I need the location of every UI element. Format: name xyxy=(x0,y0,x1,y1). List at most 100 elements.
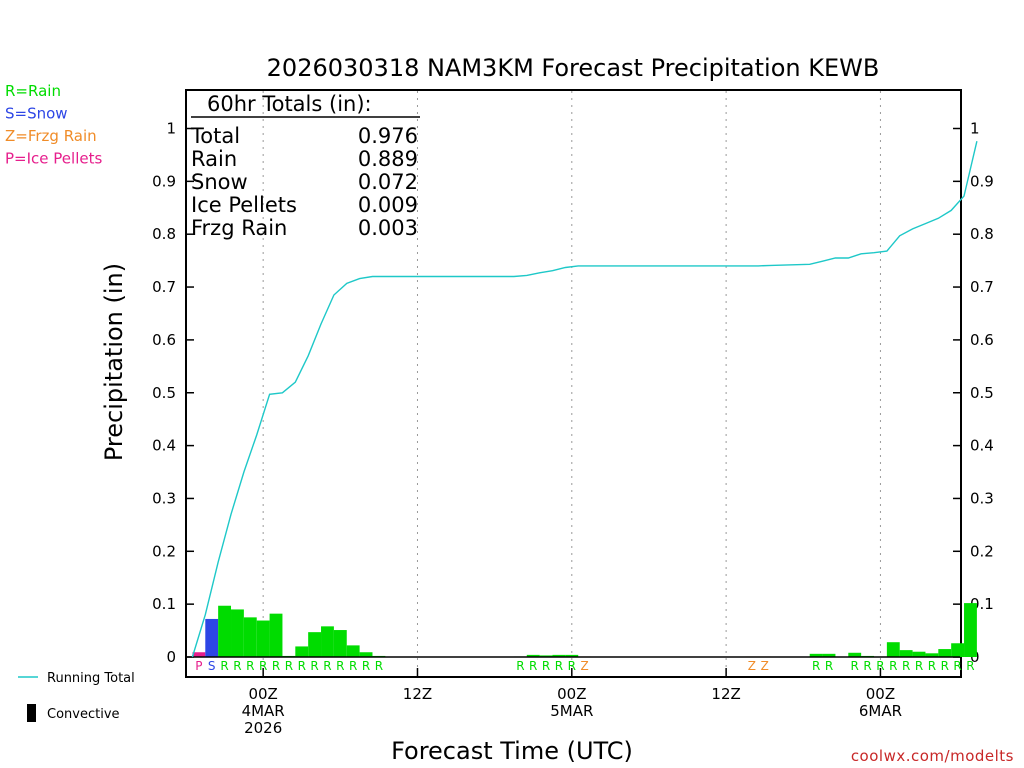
y-tick-label-right: 0.8 xyxy=(970,225,994,243)
x-tick-label: 00Z xyxy=(557,685,586,703)
running-total-line xyxy=(191,141,978,658)
precip-type-code: R xyxy=(863,659,871,673)
precip-type-code: R xyxy=(812,659,820,673)
chart-title: 2026030318 NAM3KM Forecast Precipitation… xyxy=(267,54,880,82)
totals-row-label: Frzg Rain xyxy=(191,216,287,240)
precip-bar xyxy=(552,654,566,657)
totals-row-value: 0.009 xyxy=(358,193,418,217)
precip-bar xyxy=(359,652,373,657)
precip-bar xyxy=(886,642,900,657)
precip-type-code: R xyxy=(375,659,383,673)
y-tick-label-right: 0.5 xyxy=(970,384,994,402)
precip-type-code: R xyxy=(915,659,923,673)
totals-box: 60hr Totals (in): Total 0.976 Rain 0.889 Snow… xyxy=(190,92,420,240)
y-tick-label-left: 0.3 xyxy=(152,489,176,507)
precip-type-code: R xyxy=(876,659,884,673)
precip-type-code: R xyxy=(902,659,910,673)
totals-title: 60hr Totals (in): xyxy=(207,92,372,116)
precip-type-code: R xyxy=(555,659,563,673)
precip-bar xyxy=(526,654,540,657)
y-tick-label-right: 0.2 xyxy=(970,542,994,560)
y-tick-label-right: 0.7 xyxy=(970,278,994,296)
precip-bar xyxy=(848,652,862,657)
x-tick-label: 00Z xyxy=(866,685,895,703)
precip-bar xyxy=(243,617,257,657)
precip-type-code: R xyxy=(220,659,228,673)
precip-type-code: R xyxy=(889,659,897,673)
x-tick-label: 00Z xyxy=(248,685,277,703)
totals-row-label: Ice Pellets xyxy=(191,193,297,217)
precip-type-code: R xyxy=(529,659,537,673)
precip-bar xyxy=(308,632,322,657)
x-tick-label: 12Z xyxy=(711,685,740,703)
precip-type-code: R xyxy=(298,659,306,673)
precip-bar xyxy=(565,654,579,657)
y-tick-label-left: 0.9 xyxy=(152,172,176,190)
precip-bar xyxy=(218,605,232,657)
legend-s: S=Snow xyxy=(5,105,68,123)
precip-bar xyxy=(192,652,206,657)
precip-bar xyxy=(809,653,823,657)
x-tick-label: 12Z xyxy=(403,685,432,703)
precip-bar xyxy=(925,653,939,657)
precip-type-code: R xyxy=(362,659,370,673)
precip-bar xyxy=(256,620,270,657)
y-tick-label-left: 0.2 xyxy=(152,542,176,560)
precip-type-code: R xyxy=(851,659,859,673)
legend-p: P=Ice Pellets xyxy=(5,150,102,168)
totals-row-value: 0.003 xyxy=(358,216,418,240)
precip-bar xyxy=(951,643,965,657)
precip-type-code: R xyxy=(568,659,576,673)
y-tick-label-left: 0.7 xyxy=(152,278,176,296)
precip-bar xyxy=(205,618,219,657)
precip-bar xyxy=(346,645,360,657)
precip-type-legend: R=Rain S=Snow Z=Frzg Rain P=Ice Pellets xyxy=(5,82,102,168)
credit-link[interactable]: coolwx.com/modelts xyxy=(851,747,1014,765)
precip-bar xyxy=(321,626,334,657)
precip-type-code: P xyxy=(195,659,202,673)
y-tick-label-left: 0.6 xyxy=(152,331,176,349)
precip-type-code: S xyxy=(208,659,216,673)
precip-type-code: R xyxy=(825,659,833,673)
totals-row-value: 0.976 xyxy=(358,124,418,148)
precip-type-code: R xyxy=(928,659,936,673)
y-tick-label-left: 0.5 xyxy=(152,384,176,402)
precip-type-code: R xyxy=(336,659,344,673)
x-tick-label: 6MAR xyxy=(859,702,902,720)
x-tick-label: 4MAR xyxy=(242,702,285,720)
plot-frame xyxy=(185,89,962,678)
precip-type-code: R xyxy=(285,659,293,673)
precip-type-code: R xyxy=(516,659,524,673)
y-tick-label-left: 0 xyxy=(166,648,176,666)
totals-row-label: Rain xyxy=(191,147,237,171)
precip-bar xyxy=(964,603,977,657)
precip-type-code: Z xyxy=(761,659,769,673)
x-tick-label: 5MAR xyxy=(550,702,593,720)
precip-type-code: Z xyxy=(748,659,756,673)
convective-legend-swatch xyxy=(27,704,36,722)
y-tick-label-right: 0.6 xyxy=(970,331,994,349)
totals-row-value: 0.072 xyxy=(358,170,418,194)
precip-type-code: R xyxy=(323,659,331,673)
y-tick-label-right: 0.4 xyxy=(970,437,994,455)
convective-legend-label: Convective xyxy=(47,707,120,722)
x-tick-label: 2026 xyxy=(244,719,282,737)
y-tick-label-right: 0.9 xyxy=(970,172,994,190)
precip-bar xyxy=(333,630,347,657)
precip-type-code: R xyxy=(310,659,318,673)
precip-bar xyxy=(912,651,926,657)
hourly-precip-bars xyxy=(192,603,977,657)
precip-bar xyxy=(231,609,244,657)
precip-bar xyxy=(899,650,913,657)
precip-type-code: R xyxy=(259,659,267,673)
legend-r: R=Rain xyxy=(5,82,61,100)
precip-bar xyxy=(295,646,309,657)
precip-type-code: R xyxy=(542,659,550,673)
y-tick-label-left: 1 xyxy=(166,120,176,138)
totals-row-label: Total xyxy=(190,124,240,148)
y-tick-label-left: 0.4 xyxy=(152,437,176,455)
y-tick-label-left: 0.1 xyxy=(152,595,176,613)
y-axis-ticks: 000.10.10.20.20.30.30.40.40.50.50.60.60.… xyxy=(152,120,994,667)
